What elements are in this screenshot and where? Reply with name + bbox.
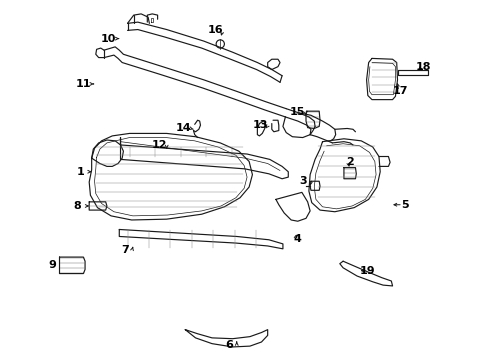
Text: 5: 5 — [401, 200, 409, 210]
Text: 6: 6 — [225, 340, 233, 350]
Text: 10: 10 — [100, 33, 116, 44]
Text: 12: 12 — [151, 140, 167, 150]
Text: 4: 4 — [294, 234, 301, 244]
Text: 16: 16 — [207, 25, 223, 35]
Text: 8: 8 — [73, 201, 81, 211]
Text: 3: 3 — [300, 176, 307, 186]
Text: 11: 11 — [75, 79, 91, 89]
Text: 19: 19 — [360, 266, 376, 276]
Text: 7: 7 — [121, 245, 128, 255]
Text: 1: 1 — [76, 167, 84, 177]
Text: 2: 2 — [346, 157, 354, 167]
Text: 9: 9 — [48, 260, 56, 270]
Text: 18: 18 — [416, 63, 431, 72]
Text: 15: 15 — [290, 107, 305, 117]
Text: 14: 14 — [175, 123, 191, 134]
Text: 13: 13 — [253, 120, 269, 130]
Text: 17: 17 — [393, 86, 409, 96]
